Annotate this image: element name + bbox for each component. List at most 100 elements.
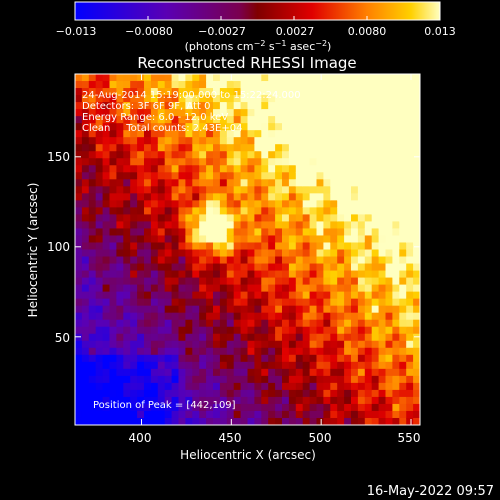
heatmap-cell [95,116,104,124]
heatmap-cell [295,298,304,307]
heatmap-cell [185,312,193,321]
heatmap-cell [178,123,186,131]
heatmap-cell [275,109,283,117]
heatmap-cell [206,312,214,321]
heatmap-cell [247,312,255,321]
heatmap-cell [199,228,207,237]
heatmap-cell [137,347,145,356]
heatmap-cell [109,305,117,314]
heatmap-cell [123,312,131,321]
heatmap-cell [199,347,207,356]
heatmap-cell [295,333,304,342]
heatmap-cell [192,354,200,363]
heatmap-cell [178,137,186,145]
heatmap-cell [150,368,159,377]
heatmap-cell [357,137,366,145]
heatmap-cell [316,186,324,194]
heatmap-cell [95,298,104,307]
heatmap-cell [157,137,166,145]
heatmap-cell [206,389,214,398]
heatmap-cell [164,403,173,412]
heatmap-cell [261,326,269,335]
heatmap-cell [233,214,242,223]
heatmap-cell [288,403,297,412]
heatmap-cell [144,347,152,356]
heatmap-cell [185,382,193,391]
heatmap-cell [116,361,124,370]
heatmap-cell [330,193,338,201]
heatmap-cell [406,389,414,398]
heatmap-cell [309,130,318,138]
heatmap-cell [295,144,304,152]
heatmap-cell [130,207,138,215]
heatmap-cell [268,144,276,152]
heatmap-cell [302,256,311,265]
heatmap-cell [413,319,420,328]
heatmap-cell [240,389,249,398]
heatmap-cell [351,270,359,279]
heatmap-cell [137,207,145,215]
heatmap-cell [157,305,166,314]
heatmap-cell [185,319,193,328]
heatmap-cell [261,417,269,425]
heatmap-cell [157,417,166,425]
heatmap-cell [385,235,393,244]
heatmap-cell [371,151,380,159]
heatmap-cell [206,403,214,412]
heatmap-cell [116,130,124,138]
heatmap-cell [378,403,387,412]
heatmap-cell [337,165,345,173]
heatmap-cell [330,305,338,314]
heatmap-cell [171,95,180,103]
heatmap-cell [385,256,393,265]
heatmap-cell [75,312,83,321]
heatmap-cell [275,270,283,279]
heatmap-cell [378,417,387,425]
heatmap-cell [213,403,221,412]
heatmap-cell [378,137,387,145]
heatmap-cell [385,319,393,328]
heatmap-cell [102,221,111,230]
heatmap-cell [130,396,138,405]
heatmap-cell [309,214,318,223]
heatmap-cell [178,228,186,237]
heatmap-cell [102,172,111,180]
heatmap-cell [406,228,414,237]
heatmap-cell [226,186,235,194]
heatmap-cell [116,74,124,82]
heatmap-cell [399,375,407,384]
heatmap-cell [323,312,331,321]
heatmap-cell [178,144,186,152]
heatmap-cell [171,151,180,159]
heatmap-cell [240,179,249,187]
heatmap-cell [351,109,359,117]
heatmap-cell [254,277,262,286]
heatmap-cell [364,186,373,194]
heatmap-cell [185,137,193,145]
heatmap-cell [275,158,283,166]
heatmap-cell [75,74,83,82]
heatmap-cell [406,165,414,173]
heatmap-cell [178,172,186,180]
heatmap-cell [123,389,131,398]
heatmap-cell [323,158,331,166]
heatmap-cell [75,179,83,187]
heatmap-cell [302,361,311,370]
heatmap-cell [316,221,324,230]
heatmap-cell [150,102,159,110]
heatmap-cell [137,249,145,258]
heatmap-cell [316,319,324,328]
heatmap-cell [309,95,318,103]
heatmap-cell [164,144,173,152]
heatmap-cell [95,214,104,223]
heatmap-cell [130,277,138,286]
colorbar [74,1,441,21]
heatmap-cell [164,382,173,391]
heatmap-cell [144,228,152,237]
heatmap-cell [219,382,228,391]
heatmap-cell [316,396,324,405]
heatmap-cell [351,326,359,335]
heatmap-cell [275,249,283,258]
heatmap-cell [330,165,338,173]
